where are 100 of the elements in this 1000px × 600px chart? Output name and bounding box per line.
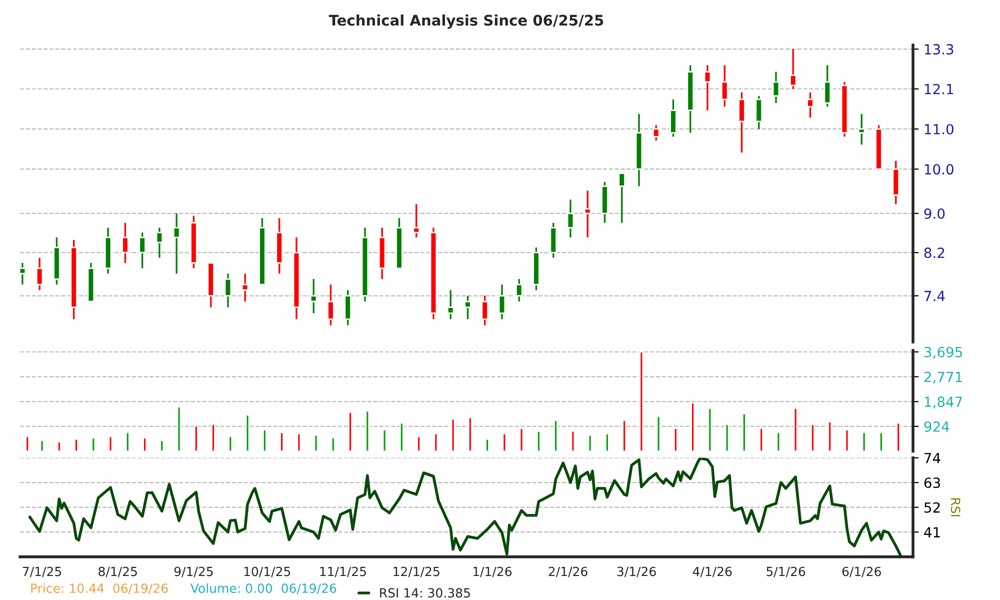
bar [605, 433, 610, 452]
y-tick-label: 12.1 [924, 84, 954, 94]
candlestick [446, 289, 454, 320]
candlestick [122, 222, 129, 264]
bar [570, 430, 576, 452]
candlestick [344, 289, 352, 326]
bar [485, 438, 490, 452]
bar [502, 433, 507, 452]
x-tick-label: 4/1/26 [692, 566, 732, 578]
bar [25, 436, 30, 452]
bar [468, 416, 472, 452]
bar [450, 418, 456, 452]
y-tick-label: 2,771 [924, 372, 962, 384]
candlestick [481, 294, 488, 326]
y-tick-label: 41 [924, 527, 940, 538]
bar [400, 422, 404, 452]
bar [828, 420, 832, 452]
candlestick [704, 64, 712, 112]
candlestick [310, 278, 318, 314]
candlestick [772, 71, 780, 104]
bar [622, 420, 626, 452]
x-tick-label: 1/1/26 [473, 566, 512, 578]
candlestick [515, 278, 523, 302]
chart-title: Technical Analysis Since 06/25/25 [328, 14, 604, 29]
candlestick [464, 294, 472, 320]
y-tick-label: 63 [924, 478, 940, 488]
bar [348, 412, 352, 452]
candlestick [327, 284, 334, 326]
candlestick [806, 92, 814, 118]
bar [228, 436, 233, 452]
bar [759, 428, 764, 452]
x-tick-label: 10/1/25 [244, 566, 290, 578]
bar [879, 432, 884, 452]
bar [656, 416, 661, 452]
candlestick [156, 226, 164, 259]
x-tick-label: 12/1/25 [394, 566, 440, 578]
y-tick-label: 10.0 [924, 164, 954, 175]
x-tick-label: 11/1/25 [320, 566, 366, 578]
y-tick-label: 1,847 [924, 396, 962, 408]
bar [125, 432, 130, 452]
text: Price: 10.44 06/19/26 [31, 583, 168, 594]
bar [142, 437, 147, 452]
x-tick-label: 7/1/25 [22, 566, 62, 578]
bar [536, 430, 541, 452]
bar [108, 436, 113, 452]
candlestick [241, 272, 249, 302]
bar [862, 432, 866, 452]
candlestick [652, 124, 660, 142]
y-tick-label: 7.4 [924, 290, 945, 302]
bar [211, 424, 216, 452]
candlestick [858, 113, 866, 146]
line-series [28, 458, 902, 557]
bar [588, 434, 592, 452]
candlestick [412, 203, 420, 238]
candlestick [824, 64, 831, 108]
candlestick [670, 98, 677, 138]
bar [74, 438, 78, 452]
x-tick-label: 6/1/26 [842, 566, 881, 578]
candlestick [789, 48, 797, 90]
candlestick [36, 256, 44, 291]
candlestick [720, 64, 728, 108]
bar [554, 420, 558, 452]
bar [793, 407, 798, 452]
x-tick-label: 5/1/26 [766, 566, 806, 578]
bar [810, 424, 815, 452]
y-tick-label: 9.0 [924, 208, 945, 219]
bar [776, 432, 781, 452]
y-tick-label: 8.2 [924, 248, 944, 258]
x-tick-label: 3/1/26 [617, 566, 656, 578]
bar [690, 402, 695, 452]
bar [262, 429, 267, 452]
bar [896, 422, 900, 452]
bar [314, 434, 318, 452]
y-tick-label: 3,695 [924, 346, 962, 359]
candlestick [738, 92, 746, 154]
x-tick-label: 9/1/25 [174, 566, 213, 578]
bar [365, 410, 370, 452]
bar [40, 440, 44, 452]
candlestick [172, 212, 180, 274]
candlestick [20, 262, 26, 286]
candlestick [138, 232, 146, 270]
bar [639, 351, 644, 452]
candlestick [584, 190, 592, 238]
bar [434, 433, 438, 452]
y-tick-label: 13.3 [924, 44, 954, 55]
bar [708, 407, 712, 452]
bar [176, 406, 182, 452]
candlestick [498, 284, 506, 320]
x-tick-label: 8/1/25 [98, 566, 137, 578]
candlestick [224, 272, 232, 308]
y-tick-label: 11.0 [924, 124, 954, 134]
x-tick-label: 2/1/26 [548, 566, 588, 578]
bar [519, 428, 524, 452]
y-axis-title: RSI [950, 498, 960, 516]
bar [674, 428, 678, 452]
bar [331, 437, 336, 452]
candlestick [566, 198, 574, 238]
text: Volume: 0.00 06/19/26 [190, 583, 336, 594]
bar [742, 412, 746, 452]
candlestick [618, 172, 626, 224]
